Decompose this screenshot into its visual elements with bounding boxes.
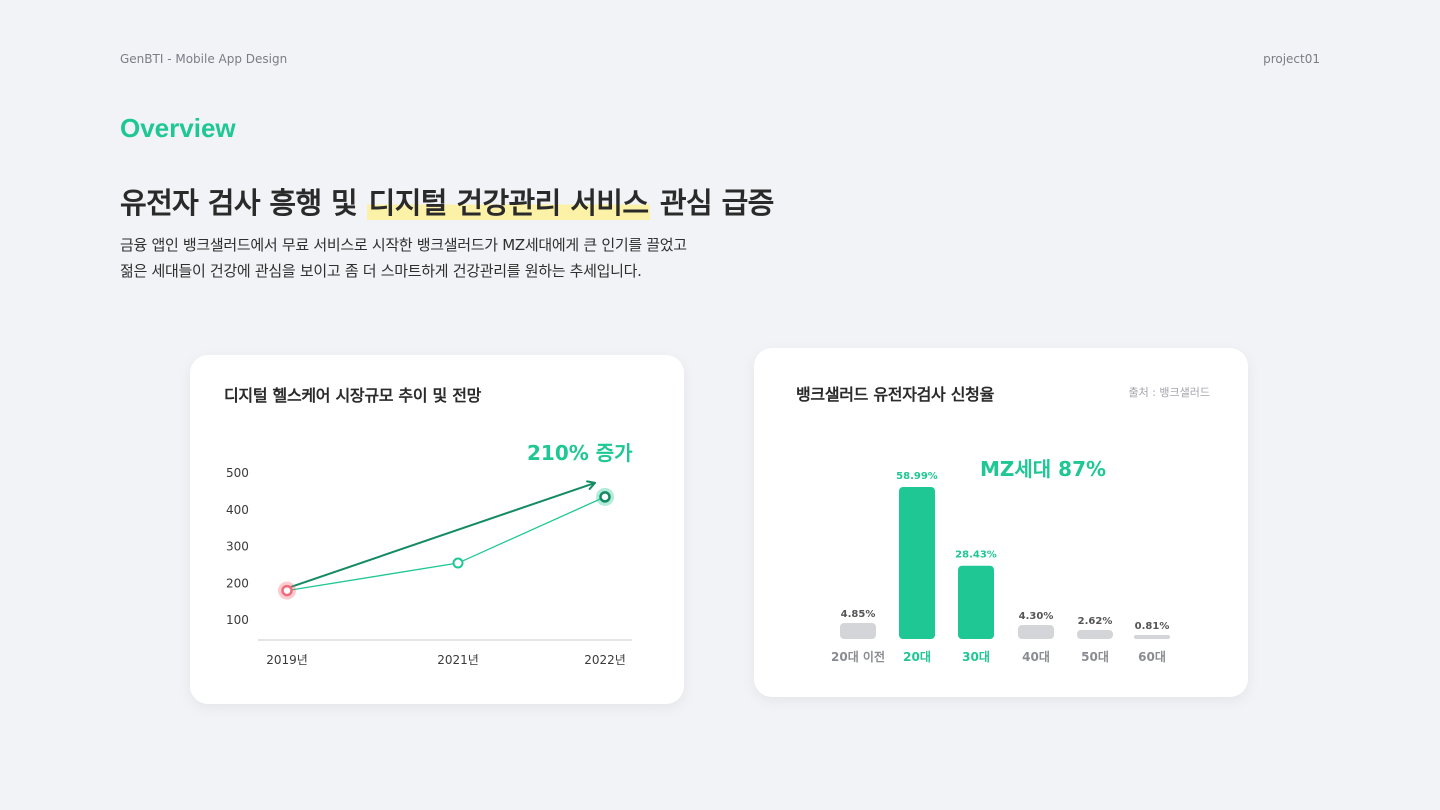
bar [1018, 625, 1054, 639]
x-tick-label: 2022년 [584, 653, 626, 667]
x-tick-label: 2019년 [266, 653, 308, 667]
y-tick-label: 400 [226, 503, 249, 517]
bar-value-label: 4.30% [1019, 611, 1054, 622]
headline-highlight: 디지털 건강관리 서비스 [366, 186, 651, 220]
category-label: 20대 이전 [831, 649, 885, 664]
bar-chart-title: 뱅크샐러드 유전자검사 신청율 [796, 385, 995, 404]
bar [1077, 630, 1113, 639]
bar-value-label: 2.62% [1078, 616, 1113, 627]
growth-annotation: 210% 증가 [527, 441, 633, 465]
y-tick-label: 100 [226, 613, 249, 627]
chart-source: 출처 : 뱅크샐러드 [1128, 386, 1210, 399]
description-line-1: 금융 앱인 뱅크샐러드에서 무료 서비스로 시작한 뱅크샐러드가 MZ세대에게 … [120, 236, 687, 254]
description: 금융 앱인 뱅크샐러드에서 무료 서비스로 시작한 뱅크샐러드가 MZ세대에게 … [120, 232, 687, 284]
headline: 유전자 검사 흥행 및 디지털 건강관리 서비스 관심 급증 [120, 180, 774, 222]
series-line [286, 496, 606, 592]
category-label: 60대 [1138, 650, 1166, 664]
application-rate-card: 뱅크샐러드 유전자검사 신청율 출처 : 뱅크샐러드 4.85% 20대 이전 58… [754, 348, 1248, 697]
category-label: 30대 [962, 650, 990, 664]
bar-chart: 4.85% 20대 이전 58.99% 20대 28.43% 30대 4.30% 40대 2.6… [831, 457, 1170, 664]
bar-value-label: 0.81% [1135, 621, 1170, 632]
headline-part-2: 관심 급증 [650, 186, 774, 220]
data-point [599, 491, 611, 503]
data-point [452, 557, 464, 569]
category-label: 50대 [1081, 650, 1109, 664]
bar [958, 565, 994, 639]
trend-arrow [288, 480, 596, 589]
y-tick-label: 500 [226, 466, 249, 480]
bar [1134, 635, 1170, 639]
line-chart: 100 200 300 400 500 2019년 2021년 2022년 210% 증가 [226, 441, 633, 667]
bar [840, 623, 876, 639]
bar-value-label: 28.43% [955, 550, 997, 561]
bar-value-label: 4.85% [841, 609, 876, 620]
headline-part-1: 유전자 검사 흥행 및 [120, 186, 367, 220]
bar [899, 487, 935, 639]
section-label: Overview [120, 113, 236, 143]
line-chart-title: 디지털 헬스케어 시장규모 추이 및 전망 [224, 386, 482, 405]
x-tick-label: 2021년 [437, 653, 479, 667]
market-size-card: 디지털 헬스케어 시장규모 추이 및 전망 100 200 300 400 500 201… [190, 355, 684, 704]
bar-value-label: 58.99% [896, 471, 938, 482]
y-tick-label: 200 [226, 576, 249, 590]
project-name: GenBTI - Mobile App Design [120, 52, 288, 66]
mz-annotation: MZ세대 87% [980, 457, 1106, 481]
project-id: project01 [1263, 52, 1320, 66]
y-tick-label: 300 [226, 540, 249, 554]
category-label: 20대 [903, 650, 931, 664]
data-point [281, 584, 293, 597]
description-line-2: 젊은 세대들이 건강에 관심을 보이고 좀 더 스마트하게 건강관리를 원하는 … [120, 262, 642, 280]
category-label: 40대 [1022, 650, 1050, 664]
